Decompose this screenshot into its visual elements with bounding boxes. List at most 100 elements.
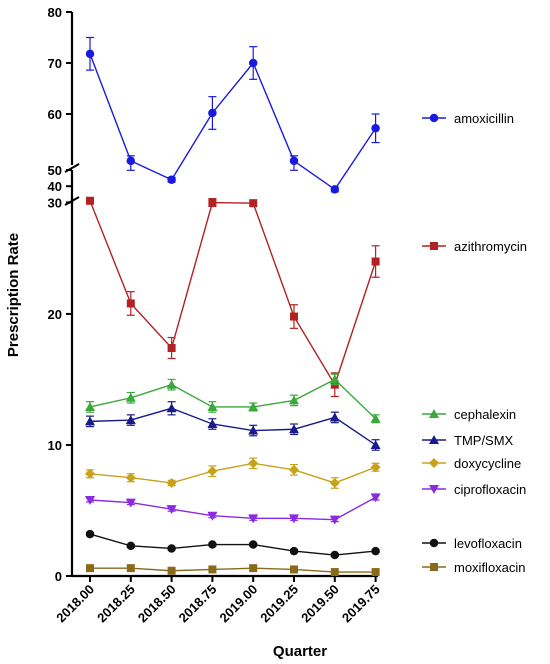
data-point (330, 568, 339, 577)
data-point (207, 511, 218, 521)
data-point (85, 416, 95, 426)
y-tick-label: 20 (48, 307, 62, 322)
legend-item-doxycycline: doxycycline (422, 456, 521, 471)
series-doxycycline (85, 457, 381, 489)
data-point (125, 498, 136, 508)
data-point (86, 196, 94, 205)
x-axis: 2018.002018.252018.502018.752019.002019.… (53, 574, 383, 626)
data-point (166, 477, 177, 488)
data-point (371, 568, 380, 577)
data-point (249, 564, 258, 573)
x-tick-label: 2019.75 (339, 582, 383, 626)
series-levofloxacin (85, 529, 380, 560)
legend-label: levofloxacin (454, 536, 522, 551)
y-tick-label: 70 (48, 56, 62, 71)
data-point (371, 546, 380, 556)
series-ciprofloxacin (85, 493, 381, 525)
data-point (289, 546, 299, 556)
data-point (85, 496, 95, 505)
data-point (86, 564, 94, 573)
legend-label: doxycycline (454, 456, 521, 471)
data-point (329, 477, 340, 488)
y-axis-title: Prescription Rate (5, 233, 22, 357)
data-point (208, 540, 217, 549)
data-point (329, 412, 340, 422)
data-point (167, 344, 176, 352)
legend-marker (429, 458, 439, 468)
data-point (289, 464, 299, 475)
data-point (208, 565, 217, 574)
y-tick-label: 60 (48, 107, 62, 122)
series-line (90, 567, 376, 573)
y-tick-label: 80 (48, 5, 62, 20)
data-point (125, 392, 136, 402)
plot-area (85, 36, 381, 577)
legend-marker (429, 485, 439, 494)
data-point (167, 566, 176, 575)
data-point (208, 108, 217, 118)
data-point (166, 379, 177, 389)
legend-marker (430, 242, 438, 250)
data-point (248, 514, 259, 524)
series-line (89, 407, 376, 446)
series-azithromycin (86, 196, 380, 398)
x-axis-title: Quarter (273, 643, 327, 660)
series-moxifloxacin (86, 564, 380, 577)
data-point (248, 540, 258, 549)
data-point (85, 468, 95, 479)
data-point (248, 58, 258, 68)
y-tick-label: 30 (48, 195, 62, 210)
x-tick-label: 2018.75 (176, 582, 220, 626)
data-point (249, 199, 258, 208)
data-point (370, 462, 381, 473)
x-tick-label: 2019.25 (257, 582, 301, 626)
legend-item-amoxicillin: amoxicillin (422, 111, 514, 126)
series-line (89, 462, 376, 484)
data-point (289, 156, 299, 166)
series-tmp-smx (85, 401, 381, 451)
data-point (126, 564, 135, 573)
series-amoxicillin (85, 36, 380, 194)
legend-marker (429, 435, 439, 444)
legend-marker (429, 538, 439, 548)
data-point (125, 472, 136, 483)
data-point (330, 550, 340, 560)
legend-label: cephalexin (454, 407, 516, 422)
x-tick-label: 2019.00 (216, 582, 260, 626)
x-tick-label: 2018.50 (135, 582, 179, 626)
y-tick-label: 0 (55, 569, 62, 584)
series-line (89, 200, 377, 387)
legend-item-azithromycin: azithromycin (422, 239, 527, 254)
x-tick-label: 2019.50 (298, 582, 342, 626)
legend-item-ciprofloxacin: ciprofloxacin (422, 482, 526, 497)
legend-item-cephalexin: cephalexin (422, 407, 516, 422)
x-tick-label: 2018.00 (53, 582, 97, 626)
legend-item-moxifloxacin: moxifloxacin (422, 560, 526, 575)
legend-label: TMP/SMX (454, 433, 514, 448)
series-line (89, 533, 376, 556)
data-point (208, 198, 217, 207)
data-point (85, 49, 95, 59)
data-point (289, 424, 299, 434)
data-point (370, 439, 381, 449)
data-point (85, 401, 95, 411)
data-point (167, 175, 176, 184)
data-point (248, 458, 259, 469)
axis-break-mark (64, 196, 80, 206)
data-point (289, 395, 299, 405)
data-point (125, 415, 136, 425)
data-point (248, 425, 259, 435)
y-tick-label: 10 (48, 438, 62, 453)
data-point (126, 299, 135, 308)
legend-label: amoxicillin (454, 111, 514, 126)
legend-marker (429, 113, 439, 123)
data-point (290, 565, 298, 574)
legend-label: azithromycin (454, 239, 527, 254)
data-point (126, 156, 136, 166)
data-point (207, 466, 218, 477)
data-point (370, 493, 381, 503)
data-point (85, 529, 95, 539)
series-line (89, 496, 376, 521)
legend: amoxicillin azithromycin cephalexin TMP/SMX… (422, 111, 527, 575)
